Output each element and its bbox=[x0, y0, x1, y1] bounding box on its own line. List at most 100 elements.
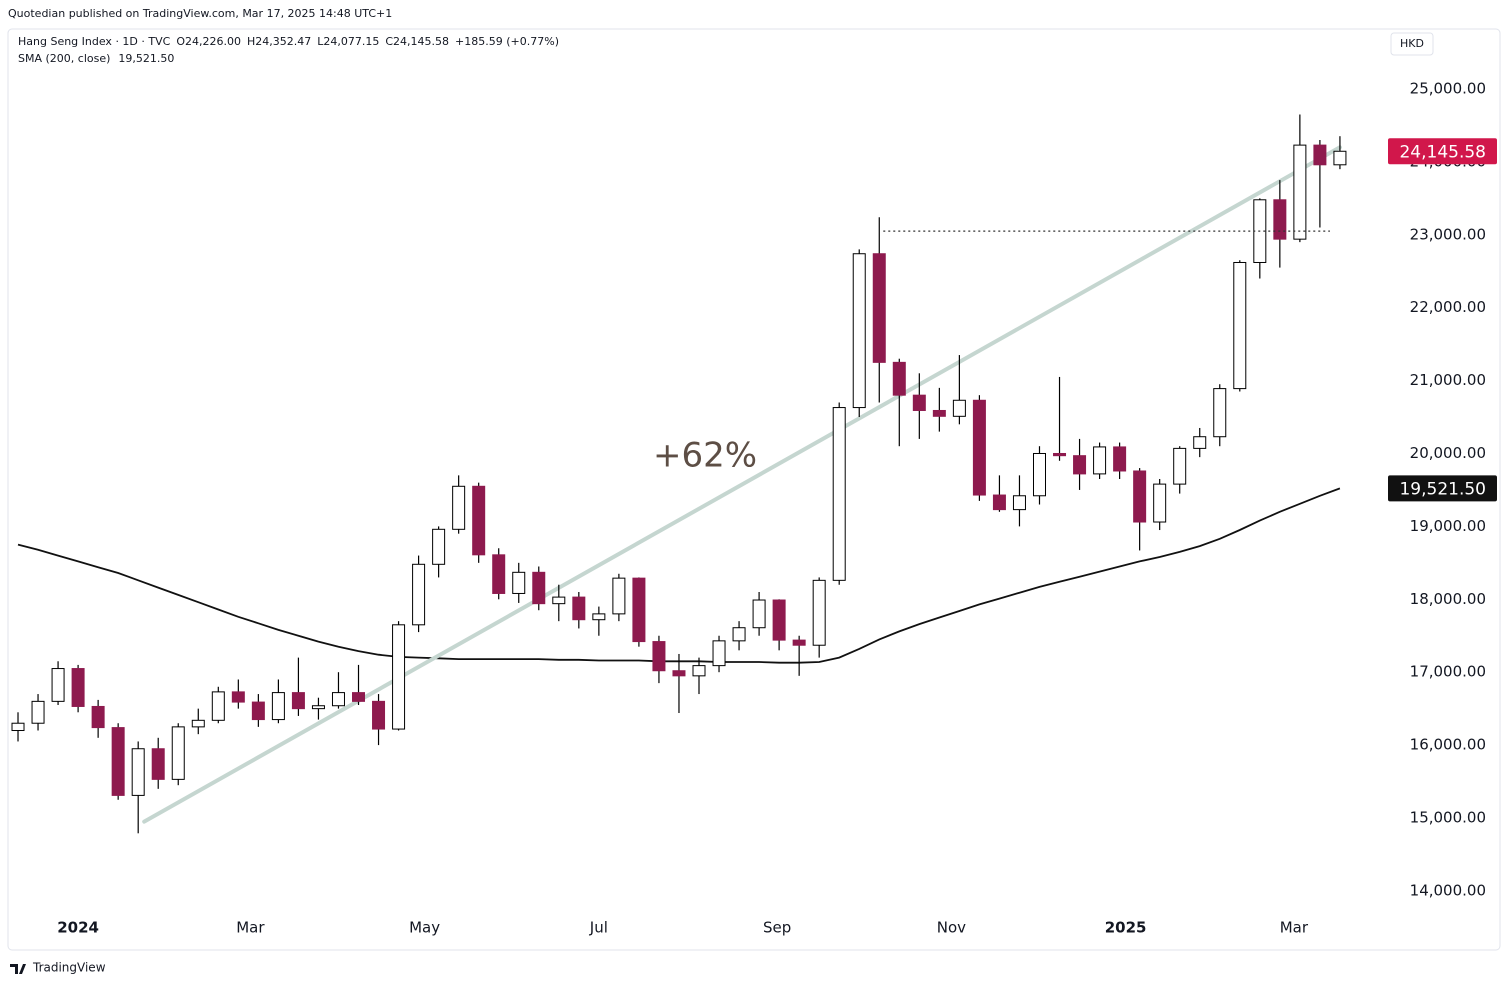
candle-body bbox=[612, 577, 626, 615]
y-tick-label: 16,000.00 bbox=[1410, 736, 1486, 754]
last-price-label: 24,145.58 bbox=[1399, 142, 1486, 162]
candle-body bbox=[572, 596, 586, 621]
candle-body bbox=[512, 571, 526, 594]
candle-body bbox=[632, 577, 646, 643]
candle-body bbox=[91, 705, 105, 729]
y-tick-label: 15,000.00 bbox=[1410, 808, 1486, 826]
candle-body bbox=[11, 722, 25, 732]
candle-body bbox=[51, 668, 65, 702]
candle-body bbox=[792, 639, 806, 646]
last-price-box bbox=[1388, 138, 1497, 165]
ohlc-low: L24,077.15 bbox=[317, 35, 379, 48]
legend-line: Hang Seng Index · 1D · TVC O24,226.00 H24,… bbox=[18, 35, 559, 48]
x-tick-label: Nov bbox=[937, 919, 966, 937]
annotation: +62% bbox=[653, 436, 757, 476]
sma-legend: SMA (200, close) 19,521.50 bbox=[18, 52, 174, 65]
candle-body bbox=[191, 719, 205, 728]
candle-body bbox=[532, 571, 546, 605]
candle-body bbox=[492, 554, 506, 594]
candle-body bbox=[992, 494, 1006, 511]
sma-value: 19,521.50 bbox=[118, 52, 174, 65]
candle-body bbox=[372, 700, 386, 730]
candle-body bbox=[692, 665, 706, 677]
candle-body bbox=[752, 599, 766, 629]
chart-frame bbox=[7, 28, 1501, 951]
candle-body bbox=[331, 692, 345, 707]
candle-body bbox=[211, 691, 225, 721]
candle-body bbox=[872, 253, 886, 363]
x-tick-label: Jul bbox=[589, 919, 608, 937]
candle-body bbox=[1233, 261, 1247, 390]
x-tick-label: May bbox=[409, 919, 440, 937]
published-note: Quotedian published on TradingView.com, … bbox=[8, 7, 392, 20]
trend-line bbox=[142, 145, 1342, 824]
candle-body bbox=[712, 640, 726, 667]
y-tick-label: 21,000.00 bbox=[1410, 371, 1486, 389]
candle-body bbox=[552, 596, 566, 605]
sma-price-box bbox=[1388, 475, 1497, 502]
candle-body bbox=[251, 701, 265, 721]
candle-body bbox=[1313, 144, 1327, 166]
candle-body bbox=[352, 692, 366, 702]
candle-body bbox=[1133, 470, 1147, 523]
candle-body bbox=[311, 705, 325, 710]
candle-body bbox=[1093, 446, 1107, 475]
y-tick-label: 20,000.00 bbox=[1410, 444, 1486, 462]
candle-body bbox=[1012, 495, 1026, 511]
currency[interactable]: HKD bbox=[1400, 37, 1424, 50]
x-tick-label: Sep bbox=[763, 919, 791, 937]
brand: TradingView bbox=[32, 961, 106, 975]
candle-body bbox=[652, 641, 666, 672]
candle-body bbox=[412, 563, 426, 626]
candle-body bbox=[912, 394, 926, 411]
ohlc-high: H24,352.47 bbox=[247, 35, 311, 48]
y-tick-label: 22,000.00 bbox=[1410, 298, 1486, 316]
candle-body bbox=[271, 692, 285, 721]
candle-body bbox=[852, 253, 866, 409]
x-tick-label: 2024 bbox=[57, 919, 99, 937]
candle-body bbox=[1173, 447, 1187, 485]
x-tick-label: 2025 bbox=[1105, 919, 1147, 937]
currency-box[interactable] bbox=[1390, 32, 1434, 56]
y-tick-label: 19,000.00 bbox=[1410, 517, 1486, 535]
candle-body bbox=[1032, 452, 1046, 497]
candle-body bbox=[972, 399, 986, 496]
candle-body bbox=[1153, 483, 1167, 523]
y-tick-label: 23,000.00 bbox=[1410, 225, 1486, 243]
candle-body bbox=[231, 691, 245, 703]
candle-body bbox=[452, 485, 466, 530]
candle-body bbox=[672, 670, 686, 677]
ohlc-open: O24,226.00 bbox=[176, 35, 241, 48]
candle-body bbox=[171, 726, 185, 780]
candle-body bbox=[592, 613, 606, 621]
candle-body bbox=[932, 409, 946, 417]
candle-body bbox=[892, 361, 906, 396]
candle-body bbox=[1073, 455, 1087, 475]
candle-body bbox=[71, 668, 85, 707]
candle-body bbox=[772, 599, 786, 641]
y-tick-label: 14,000.00 bbox=[1410, 881, 1486, 899]
x-tick-label: Mar bbox=[236, 919, 265, 937]
candle-body bbox=[1053, 452, 1067, 457]
candle-body bbox=[291, 692, 305, 710]
candle-body bbox=[392, 624, 406, 730]
candle-body bbox=[432, 528, 446, 565]
candle-body bbox=[1113, 446, 1127, 472]
ohlc-close: C24,145.58 bbox=[385, 35, 449, 48]
candle-body bbox=[812, 579, 826, 646]
candle-body bbox=[1333, 150, 1347, 166]
candle-body bbox=[1273, 199, 1287, 240]
brand-logo bbox=[10, 964, 26, 974]
candle-body bbox=[1193, 436, 1207, 449]
candle-body bbox=[472, 485, 486, 556]
symbol-title: Hang Seng Index · 1D · TVC bbox=[18, 35, 171, 48]
candle-body bbox=[732, 627, 746, 642]
candle-body bbox=[111, 727, 125, 796]
y-tick-label: 25,000.00 bbox=[1410, 79, 1486, 97]
candle-body bbox=[1213, 388, 1227, 438]
y-tick-label: 18,000.00 bbox=[1410, 590, 1486, 608]
y-tick-label: 17,000.00 bbox=[1410, 663, 1486, 681]
candle-body bbox=[131, 748, 145, 796]
sma-price-label: 19,521.50 bbox=[1399, 479, 1486, 499]
